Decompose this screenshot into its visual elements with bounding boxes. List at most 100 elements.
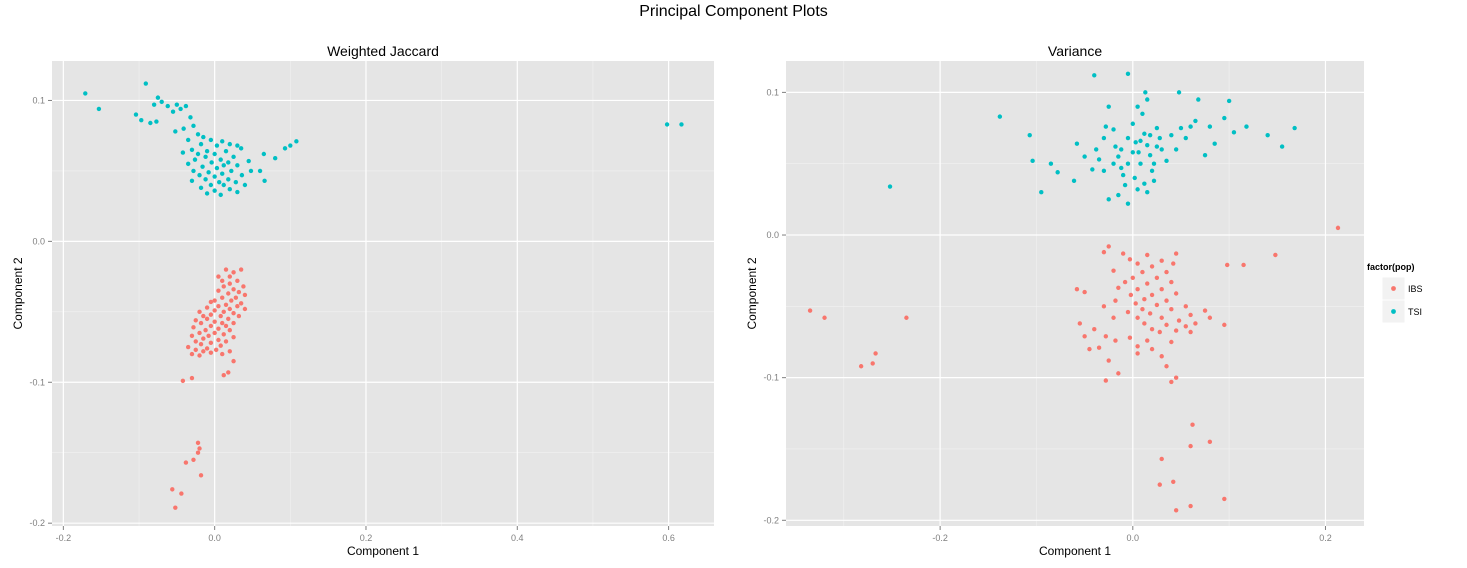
data-point bbox=[1171, 261, 1176, 266]
data-point bbox=[1154, 302, 1160, 308]
data-point bbox=[1193, 118, 1198, 124]
data-point bbox=[1169, 132, 1174, 138]
x-tick-label: 0.4 bbox=[511, 533, 524, 543]
data-point bbox=[1090, 167, 1095, 172]
data-point bbox=[1188, 443, 1193, 449]
data-point bbox=[231, 320, 236, 326]
data-point bbox=[1173, 251, 1179, 256]
data-point bbox=[1169, 339, 1174, 345]
data-point bbox=[1101, 249, 1107, 255]
data-point bbox=[242, 306, 248, 312]
data-point bbox=[294, 139, 299, 144]
panel-weighted-jaccard: -0.2 0.0 0.2 0.4 0.6 -0.2 -0.1 0.0 0.1 Weighted J… bbox=[11, 43, 714, 558]
data-point bbox=[1173, 508, 1179, 513]
data-point bbox=[1132, 175, 1137, 181]
data-point bbox=[188, 115, 193, 120]
data-point bbox=[238, 146, 244, 151]
data-point bbox=[221, 163, 226, 168]
data-point bbox=[1082, 289, 1087, 295]
data-point bbox=[1140, 269, 1145, 275]
data-point bbox=[1125, 309, 1131, 315]
data-point bbox=[221, 373, 226, 378]
data-point bbox=[1138, 161, 1143, 166]
data-point bbox=[1077, 321, 1083, 326]
data-point bbox=[1222, 322, 1227, 328]
data-point bbox=[173, 129, 178, 134]
data-point bbox=[870, 361, 875, 366]
data-point bbox=[1142, 131, 1147, 136]
data-point bbox=[904, 315, 909, 320]
data-point bbox=[201, 313, 206, 319]
data-point bbox=[185, 344, 191, 350]
data-point bbox=[216, 303, 221, 309]
data-point bbox=[1244, 124, 1249, 129]
data-point bbox=[212, 298, 217, 303]
data-point bbox=[235, 189, 240, 195]
data-point bbox=[189, 351, 195, 357]
data-point bbox=[1188, 124, 1193, 129]
data-point bbox=[1074, 287, 1080, 292]
data-point bbox=[1188, 312, 1193, 318]
data-point bbox=[239, 172, 245, 178]
data-point bbox=[1226, 98, 1232, 104]
data-point bbox=[1111, 127, 1116, 132]
data-point bbox=[1071, 178, 1077, 184]
data-point bbox=[1151, 178, 1157, 184]
data-point bbox=[191, 168, 196, 174]
x-tick-label: 0.6 bbox=[662, 533, 675, 543]
x-axis-title: Component 1 bbox=[1039, 544, 1111, 558]
y-tick-label: 0.1 bbox=[766, 87, 779, 97]
panel-title: Variance bbox=[1048, 43, 1102, 59]
data-point bbox=[1159, 258, 1164, 263]
data-point bbox=[235, 163, 240, 168]
data-point bbox=[203, 177, 208, 182]
data-point bbox=[1202, 152, 1208, 158]
data-point bbox=[1145, 190, 1150, 195]
data-point bbox=[212, 330, 217, 336]
data-point bbox=[1138, 138, 1143, 144]
data-point bbox=[997, 114, 1003, 119]
data-point bbox=[288, 143, 293, 148]
data-point bbox=[1173, 375, 1179, 380]
data-point bbox=[1176, 318, 1182, 323]
data-point bbox=[204, 316, 210, 322]
data-point bbox=[262, 178, 267, 183]
data-point bbox=[1111, 268, 1116, 273]
data-point bbox=[178, 106, 183, 112]
data-point bbox=[1143, 90, 1148, 95]
data-point bbox=[96, 106, 102, 112]
data-point bbox=[1087, 346, 1092, 352]
data-point bbox=[231, 334, 236, 340]
data-point bbox=[1145, 281, 1150, 286]
data-point bbox=[174, 102, 180, 107]
data-point bbox=[201, 134, 206, 140]
data-point bbox=[1136, 150, 1141, 155]
data-point bbox=[197, 446, 202, 451]
data-point bbox=[227, 141, 232, 147]
data-point bbox=[223, 339, 229, 344]
data-point bbox=[1116, 285, 1121, 290]
data-point bbox=[1125, 201, 1131, 206]
data-point bbox=[183, 460, 189, 465]
data-point bbox=[223, 323, 229, 329]
data-point bbox=[195, 151, 201, 157]
data-point bbox=[195, 440, 201, 446]
data-point bbox=[198, 320, 204, 326]
data-point bbox=[212, 174, 217, 179]
data-point bbox=[1130, 121, 1136, 126]
x-tick-label: 0.2 bbox=[1319, 533, 1332, 543]
data-point bbox=[221, 332, 226, 337]
data-point bbox=[1142, 321, 1147, 326]
data-point bbox=[1055, 170, 1060, 175]
data-point bbox=[1169, 279, 1174, 285]
data-point bbox=[1164, 158, 1169, 164]
data-point bbox=[208, 350, 214, 355]
data-point bbox=[227, 274, 232, 279]
x-tick-label: 0.0 bbox=[208, 533, 221, 543]
data-point bbox=[227, 187, 232, 192]
data-point bbox=[223, 302, 229, 307]
data-point bbox=[229, 298, 234, 303]
data-point bbox=[1147, 132, 1153, 138]
legend: factor(pop) IBS TSI bbox=[1367, 262, 1423, 324]
data-point bbox=[198, 473, 204, 478]
